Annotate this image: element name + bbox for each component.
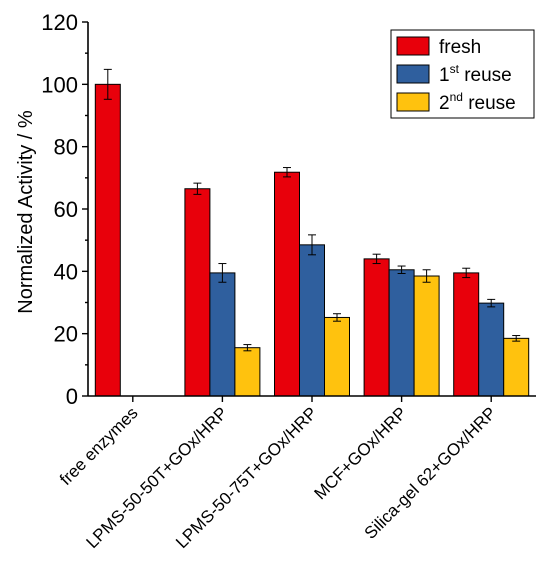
legend-label: 2nd reuse	[439, 90, 516, 114]
y-tick-label: 60	[54, 197, 78, 222]
x-tick-label: MCF+GOx/HRP	[311, 403, 411, 503]
y-tick-label: 20	[54, 322, 78, 347]
bar-fresh-2	[274, 171, 300, 397]
y-tick-label: 100	[41, 72, 78, 97]
bar-fresh-1	[184, 188, 211, 397]
y-tick-label: 80	[54, 135, 78, 160]
bar-2nd-reuse-1	[234, 347, 261, 397]
bar-1st-reuse-2	[299, 244, 325, 397]
legend: fresh 1st reuse 2nd reuse	[390, 29, 535, 119]
bar-fresh-0	[94, 83, 121, 397]
legend-swatch	[396, 36, 430, 56]
bar-fresh-3	[363, 258, 390, 397]
bar-1st-reuse-3	[388, 269, 415, 397]
y-tick-label: 0	[66, 384, 78, 409]
x-tick-label: free enzymes	[56, 403, 142, 489]
bar-1st-reuse-1	[209, 272, 236, 397]
bar-2nd-reuse-2	[324, 316, 350, 397]
y-axis-title: Normalized Activity / %	[15, 110, 37, 314]
legend-label: fresh	[439, 37, 481, 58]
legend-label: 1st reuse	[439, 62, 512, 86]
bar-2nd-reuse-3	[413, 275, 440, 397]
bar-1st-reuse-4	[478, 302, 505, 397]
legend-swatch	[396, 92, 430, 112]
y-tick-label: 40	[54, 259, 78, 284]
bar-2nd-reuse-4	[503, 337, 530, 397]
bar-fresh-4	[453, 272, 480, 397]
bars-layer	[94, 68, 530, 397]
y-tick-label: 120	[41, 10, 78, 35]
legend-swatch	[396, 64, 430, 84]
